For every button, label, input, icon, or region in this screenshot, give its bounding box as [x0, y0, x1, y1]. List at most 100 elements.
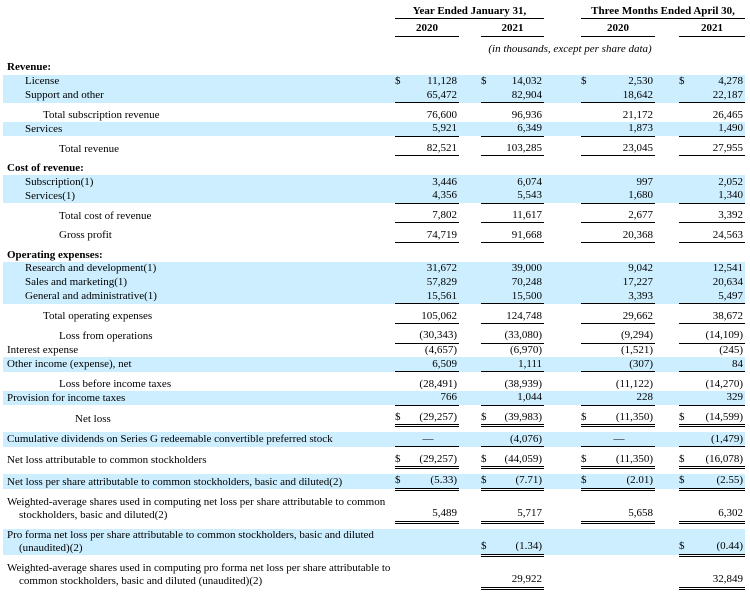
currency-symbol [581, 161, 593, 175]
currency-symbol [481, 228, 493, 244]
currency-symbol [581, 121, 594, 137]
cell-value: 997 [593, 175, 656, 189]
column-gap [655, 121, 680, 136]
table-row: Total operating expenses 105,062 124,748 29… [3, 309, 746, 324]
cell-value: (29,257) [407, 410, 459, 428]
column-gap [655, 228, 679, 242]
cell-value: (33,080) [493, 328, 545, 344]
currency-symbol [679, 141, 692, 157]
currency-symbol [581, 175, 594, 189]
column-gap [655, 377, 679, 391]
column-gap [544, 411, 581, 426]
row-label: Pro forma net loss per share attributabl… [3, 528, 391, 555]
currency-symbol: $ [679, 410, 692, 428]
currency-symbol [581, 562, 593, 589]
column-gap [391, 275, 395, 290]
table-row: Total subscription revenue 76,600 96,936 21… [3, 108, 745, 122]
currency-symbol [679, 275, 692, 290]
currency-symbol [395, 248, 407, 262]
currency-symbol [395, 228, 407, 244]
cell-value: 15,561 [407, 289, 459, 305]
cell-value [593, 562, 655, 589]
cell-value: 11,128 [407, 74, 459, 89]
cell-value: (245) [719, 344, 744, 356]
column-gap [655, 343, 679, 357]
column-gap [391, 528, 395, 555]
column-gap [391, 88, 395, 103]
cell-value: (6,970) [509, 344, 543, 356]
column-gap [655, 261, 680, 276]
cell-value: 84 [691, 357, 746, 373]
cell-value: 228 [593, 390, 656, 406]
currency-symbol [481, 377, 493, 391]
cell-value: 29,662 [593, 309, 656, 324]
cell-value: 22,187 [691, 88, 746, 104]
cell-value: (4,076) [493, 432, 545, 448]
currency-symbol [679, 208, 692, 224]
cell-value: 32,849 [691, 561, 746, 590]
currency-symbol: $ [679, 473, 692, 491]
cell-value: (44,059) [493, 452, 545, 469]
column-gap [544, 108, 581, 122]
column-gap [459, 248, 481, 262]
currency-symbol [581, 61, 593, 75]
cell-value: (307) [593, 357, 656, 373]
currency-symbol [395, 528, 407, 555]
column-gap [655, 61, 679, 75]
cell-value: 24,563 [691, 228, 746, 244]
spacer-row [3, 222, 746, 229]
cell-value: 26,465 [712, 108, 744, 121]
column-gap [459, 496, 481, 523]
currency-symbol: $ [581, 473, 594, 491]
column-gap [544, 377, 581, 391]
row-label: Other income (expense), net [3, 357, 391, 372]
cell-value: (14,109) [691, 328, 746, 344]
column-gap [655, 248, 679, 262]
column-gap [459, 228, 481, 242]
cell-value: 15,500 [493, 289, 545, 305]
column-gap [655, 74, 680, 89]
cell-value: 7,802 [407, 208, 459, 224]
column-gap [459, 309, 481, 323]
year-header-fy2020: 2020 [395, 18, 459, 37]
currency-symbol [481, 309, 493, 324]
column-gap [459, 61, 481, 75]
currency-symbol: $ [481, 410, 493, 428]
col-group-title-quarterly: Three Months Ended April 30, [581, 4, 746, 20]
column-gap [544, 390, 582, 405]
currency-symbol: $ [679, 528, 692, 557]
column-gap [655, 289, 680, 304]
year-header-fy2021: 2021 [481, 18, 545, 37]
row-label: Net loss attributable to common stockhol… [7, 454, 207, 466]
currency-symbol [581, 228, 594, 244]
currency-symbol [679, 390, 692, 406]
column-gap [459, 121, 481, 136]
column-gap [655, 108, 679, 122]
cell-value: 5,921 [407, 121, 459, 137]
column-gap [544, 188, 582, 203]
column-gap [459, 261, 481, 276]
currency-symbol [395, 261, 407, 276]
row-label: Research and development(1) [3, 261, 391, 276]
cell-value: (16,078) [691, 452, 746, 469]
column-gap [655, 432, 680, 447]
currency-symbol [395, 121, 407, 137]
column-gap [391, 357, 395, 372]
cell-value [493, 161, 544, 175]
currency-symbol [395, 495, 407, 524]
cell-value: 6,074 [493, 175, 545, 189]
cell-value: 3,393 [593, 289, 656, 305]
currency-symbol: $ [395, 410, 407, 428]
column-gap [655, 209, 679, 223]
cell-value: 2,677 [593, 208, 656, 224]
column-gap [391, 188, 395, 203]
currency-symbol [481, 208, 493, 224]
column-gap [655, 452, 679, 467]
cell-value: 29,922 [493, 561, 545, 590]
column-gap [459, 108, 481, 122]
currency-symbol [679, 228, 692, 244]
column-gap [459, 161, 481, 175]
currency-symbol [481, 248, 493, 262]
currency-symbol [581, 108, 593, 122]
